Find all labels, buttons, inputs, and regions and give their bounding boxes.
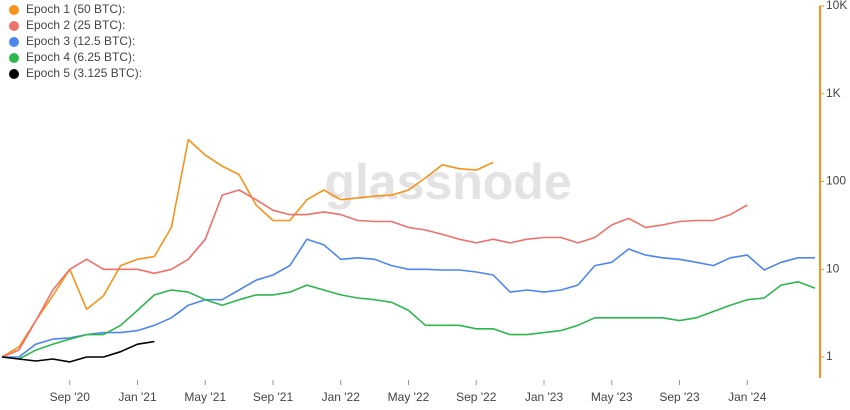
x-tick-label: May '23 [591, 390, 633, 404]
x-tick-label: Sep '21 [253, 390, 294, 404]
legend-label: Epoch 3 (12.5 BTC): [26, 34, 135, 48]
x-tick-label: Sep '23 [659, 390, 700, 404]
x-tick-label: Jan '24 [728, 390, 767, 404]
y-tick-label: 1 [826, 349, 833, 363]
series-line [1, 281, 816, 360]
y-tick-label: 1K [826, 86, 841, 100]
legend-label: Epoch 5 (3.125 BTC): [26, 66, 142, 80]
x-tick-label: May '22 [388, 390, 430, 404]
series-line [2, 238, 815, 358]
x-tick-label: Jan '23 [525, 390, 564, 404]
x-tick-label: Sep '22 [456, 390, 497, 404]
legend-label: Epoch 4 (6.25 BTC): [26, 50, 135, 64]
legend-swatch [9, 53, 19, 63]
x-tick-label: May '21 [184, 390, 226, 404]
y-tick-label: 10K [826, 0, 847, 12]
legend-label: Epoch 2 (25 BTC): [26, 18, 125, 32]
legend-swatch [9, 37, 19, 47]
legend-swatch [9, 69, 19, 79]
legend-swatch [9, 5, 19, 15]
legend-swatch [9, 21, 19, 31]
x-tick-label: Jan '21 [118, 390, 157, 404]
watermark: glassnode [324, 154, 571, 210]
y-tick-label: 100 [826, 174, 846, 188]
y-tick-label: 10 [826, 261, 840, 275]
x-tick-label: Sep '20 [50, 390, 91, 404]
legend-label: Epoch 1 (50 BTC): [26, 2, 125, 16]
series-line [1, 138, 494, 358]
series-line [1, 189, 748, 358]
series-line [1, 340, 155, 363]
x-tick-label: Jan '22 [322, 390, 361, 404]
